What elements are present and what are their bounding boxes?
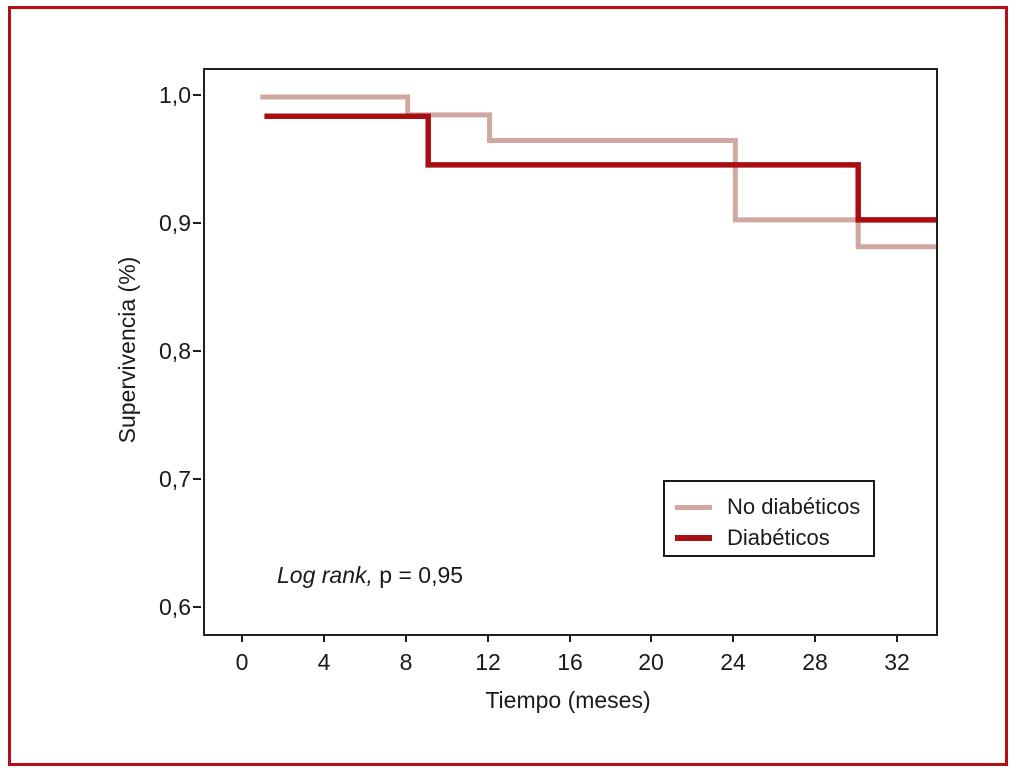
x-tick-label: 28 xyxy=(802,649,828,675)
x-tick-label: 32 xyxy=(884,649,910,675)
y-tick-label: 0,7 xyxy=(159,466,191,492)
log-rank-annotation: Log rank, p = 0,95 xyxy=(277,562,463,588)
y-tick-label: 0,9 xyxy=(159,210,191,236)
x-tick xyxy=(896,634,898,642)
x-tick xyxy=(241,634,243,642)
y-tick-label: 0,8 xyxy=(159,338,191,364)
p-value-text: p = 0,95 xyxy=(372,562,464,588)
x-axis-title: Tiempo (meses) xyxy=(485,687,651,713)
legend-item-no-diabeticos: No diabéticos xyxy=(675,494,873,520)
x-tick-label: 20 xyxy=(638,649,664,675)
x-tick xyxy=(487,634,489,642)
y-tick xyxy=(193,94,201,96)
x-tick-label: 24 xyxy=(720,649,746,675)
x-tick xyxy=(732,634,734,642)
log-rank-label: Log rank, xyxy=(277,562,373,588)
legend-label-no-diabeticos: No diabéticos xyxy=(727,494,861,519)
y-axis-title: Supervivencia (%) xyxy=(114,256,140,444)
y-tick xyxy=(193,606,201,608)
y-tick xyxy=(193,350,201,352)
x-tick-label: 4 xyxy=(317,649,331,675)
x-tick-label: 8 xyxy=(399,649,413,675)
x-tick xyxy=(405,634,407,642)
y-tick-label: 0,6 xyxy=(159,594,191,620)
y-tick-label: 1,0 xyxy=(159,82,191,108)
x-tick xyxy=(650,634,652,642)
series-line-1 xyxy=(264,113,936,223)
series-line-0 xyxy=(260,94,936,250)
x-tick-label: 12 xyxy=(475,649,501,675)
legend-swatch-no-diabeticos xyxy=(675,504,712,510)
x-tick xyxy=(569,634,571,642)
y-tick xyxy=(193,478,201,480)
x-tick-label: 16 xyxy=(557,649,583,675)
x-tick xyxy=(814,634,816,642)
x-tick xyxy=(323,634,325,642)
legend: No diabéticos Diabéticos xyxy=(663,480,875,557)
survival-curves xyxy=(260,94,936,250)
x-tick-label: 0 xyxy=(235,649,249,675)
legend-item-diabeticos: Diabéticos xyxy=(675,525,873,551)
legend-label-diabeticos: Diabéticos xyxy=(727,525,830,550)
y-tick xyxy=(193,222,201,224)
legend-swatch-diabeticos xyxy=(675,535,712,541)
